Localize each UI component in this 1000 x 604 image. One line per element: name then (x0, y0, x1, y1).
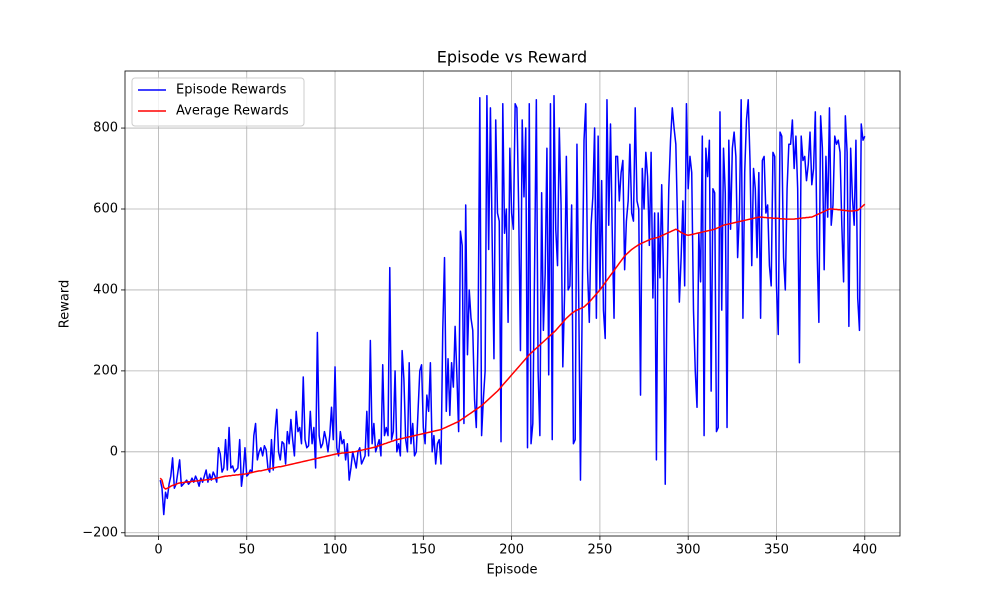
x-tick-label: 50 (238, 543, 255, 558)
y-tick-label: −200 (82, 525, 118, 540)
y-tick-label: 400 (93, 282, 118, 297)
series-line (159, 203, 866, 490)
chart-title: Episode vs Reward (437, 48, 587, 67)
x-tick-label: 400 (852, 543, 877, 558)
legend-box (131, 77, 305, 127)
x-tick-label: 250 (587, 543, 612, 558)
y-tick-label: 600 (93, 202, 118, 217)
x-tick-label: 350 (764, 543, 789, 558)
legend-label: Average Rewards (176, 104, 289, 119)
x-tick-label: 200 (499, 543, 524, 558)
plot-frame (124, 70, 901, 537)
x-tick-label: 0 (154, 543, 162, 558)
x-tick-label: 300 (676, 543, 701, 558)
x-tick-label: 150 (411, 543, 436, 558)
x-tick-label: 100 (323, 543, 348, 558)
y-tick-label: 0 (110, 444, 118, 459)
y-axis-label: Reward (58, 280, 73, 328)
x-axis-label: Episode (486, 563, 537, 578)
series-line (159, 94, 866, 516)
y-tick-label: 800 (93, 121, 118, 136)
legend-label: Episode Rewards (176, 83, 287, 98)
y-tick-label: 200 (93, 363, 118, 378)
